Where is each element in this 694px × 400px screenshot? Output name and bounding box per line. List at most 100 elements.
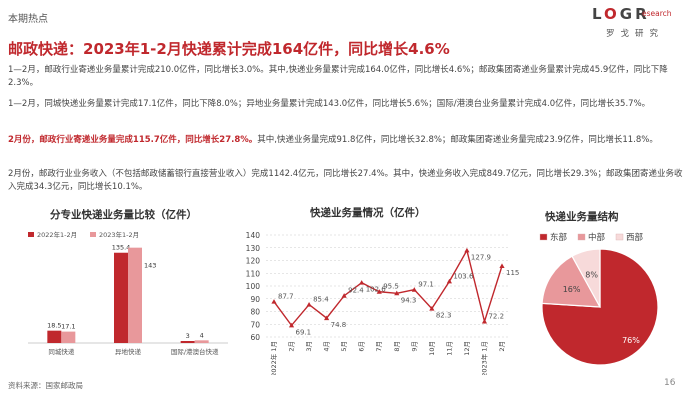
legend-label: 2023年1-2月	[99, 230, 139, 239]
paragraph-4: 2月份，邮政行业业务收入（不包括邮政储蓄银行直接营业收入）完成1142.4亿元，…	[8, 168, 688, 194]
legend-label: 中部	[588, 232, 606, 243]
data-label: 87.7	[278, 293, 294, 301]
legend-swatch	[539, 233, 548, 241]
data-point	[271, 299, 277, 304]
data-point	[481, 318, 488, 324]
pie-slice	[571, 248, 601, 308]
data-label: 115.7	[506, 269, 520, 277]
data-point	[446, 278, 452, 284]
paragraph-3: 2月份，邮政行业寄递业务量完成115.7亿件，同比增长27.8%。其中,快递业务…	[8, 134, 688, 147]
x-tick-label: 10月	[428, 341, 436, 356]
data-label: 97.1	[418, 281, 434, 289]
logo-text: LOGR	[592, 5, 650, 23]
x-tick-label: 11月	[445, 341, 453, 356]
x-tick-label: 7月	[375, 341, 383, 352]
x-tick-label: 6月	[358, 341, 366, 352]
source-note: 资料来源：国家邮政局	[8, 381, 83, 390]
data-point	[324, 315, 330, 321]
paragraph-1: 1—2月，邮政行业寄递业务量累计完成210.0亿件，同比增长3.0%。其中,快递…	[8, 64, 688, 90]
series-line	[273, 248, 503, 327]
legend-label: 西部	[626, 232, 644, 243]
x-tick-label: 2月	[498, 341, 506, 352]
legend-label: 东部	[550, 232, 568, 243]
slice-label: 76%	[622, 336, 640, 345]
bar	[114, 252, 128, 343]
data-label: 74.8	[331, 321, 347, 329]
x-tick-label: 2023年 1月	[479, 341, 488, 375]
bar-value-label: 4	[200, 331, 204, 339]
bar	[180, 341, 195, 343]
legend-label: 2022年1-2月	[37, 230, 77, 239]
logo-cn: 罗戈研究	[606, 29, 665, 39]
data-point	[376, 289, 382, 294]
y-tick-label: 90	[250, 295, 260, 304]
line-chart-title: 快递业务量情况（亿件）	[310, 207, 426, 219]
data-label: 85.4	[313, 296, 329, 304]
page-number: 16	[664, 378, 676, 388]
data-label: 127.9	[471, 253, 491, 261]
y-tick-label: 140	[246, 231, 261, 240]
logo-suffix: esearch	[642, 9, 672, 18]
y-tick-label: 60	[250, 333, 260, 342]
line-chart: 60 70 80 90 100 110 120 130 140 87.7 2022年 1月 69.1 2…	[246, 231, 520, 375]
y-tick-label: 110	[246, 269, 261, 278]
paragraph-text: 1—2月，邮政行业寄递业务量累计完成210.0亿件，同比增长3.0%。其中,快递…	[8, 65, 668, 88]
data-label: 82.3	[436, 312, 452, 320]
data-point	[359, 280, 365, 285]
x-tick-label: 4月	[323, 341, 331, 352]
paragraph-text: 1—2月，同城快递业务量累计完成17.1亿件，同比下降8.0%；异地业务量累计完…	[8, 99, 651, 109]
category-label: 异地快递	[115, 347, 142, 356]
legend-swatch	[577, 233, 586, 241]
data-point	[341, 293, 347, 298]
x-tick-label: 9月	[410, 341, 418, 352]
data-point	[288, 322, 295, 328]
paragraph-text: 其中,快递业务量完成91.8亿件，同比增长32.8%；邮政集团寄递业务量完成23…	[257, 135, 658, 145]
data-point	[429, 305, 435, 311]
y-tick-label: 130	[246, 244, 261, 253]
bar-value-label: 143	[144, 262, 156, 270]
data-label: 94.3	[401, 296, 417, 304]
x-tick-label: 3月	[305, 341, 313, 352]
legend-swatch	[615, 233, 624, 241]
paragraph-text: 2月份，邮政行业业务收入（不包括邮政储蓄银行直接营业收入）完成1142.4亿元，…	[8, 169, 683, 192]
data-label: 69.1	[296, 328, 312, 336]
data-point	[411, 287, 417, 292]
y-tick-label: 100	[246, 282, 261, 291]
x-tick-label: 12月	[463, 341, 471, 356]
pie-chart-title: 快递业务量结构	[545, 211, 619, 223]
bar-value-label: 3	[186, 332, 190, 340]
bar-chart: 2022年1-2月 2023年1-2月 18.5 17.1 同城快递 135.4 143 异地…	[28, 230, 228, 356]
bar	[128, 247, 142, 343]
legend-swatch	[90, 232, 96, 237]
data-label: 102.6	[366, 286, 387, 294]
data-label: 95.5	[383, 283, 399, 291]
legend-swatch	[28, 232, 34, 237]
section-label: 本期热点	[8, 14, 48, 25]
data-point	[394, 290, 400, 296]
bar-value-label: 135.4	[112, 244, 131, 252]
data-label: 92.4	[348, 287, 364, 295]
bar-value-label: 18.5	[47, 322, 61, 330]
bar	[194, 340, 209, 343]
x-tick-label: 2022年 1月	[269, 341, 278, 375]
logo: LOGR esearch 罗戈研究	[592, 5, 684, 45]
data-point	[499, 263, 505, 268]
bar	[61, 331, 76, 343]
data-point	[306, 302, 312, 307]
bar-value-label: 17.1	[61, 323, 75, 331]
pie-slice	[541, 255, 602, 308]
data-point	[464, 247, 470, 253]
y-tick-label: 70	[250, 320, 260, 329]
highlight-text: 2月份，邮政行业寄递业务量完成115.7亿件，同比增长27.8%。	[8, 135, 258, 145]
x-tick-label: 5月	[340, 341, 348, 352]
category-label: 同城快递	[48, 347, 75, 356]
data-label: 72.2	[488, 312, 504, 320]
slice-label: 8%	[585, 270, 598, 279]
slice-label: 16%	[563, 285, 581, 294]
bar-chart-title: 分专业快递业务量比较（亿件）	[50, 209, 197, 221]
y-tick-label: 80	[250, 308, 260, 317]
page-title: 邮政快递：2023年1-2月快递累计完成164亿件，同比增长4.6%	[8, 40, 450, 58]
y-tick-label: 120	[246, 257, 261, 266]
bar	[47, 330, 62, 343]
paragraph-2: 1—2月，同城快递业务量累计完成17.1亿件，同比下降8.0%；异地业务量累计完…	[8, 98, 688, 111]
